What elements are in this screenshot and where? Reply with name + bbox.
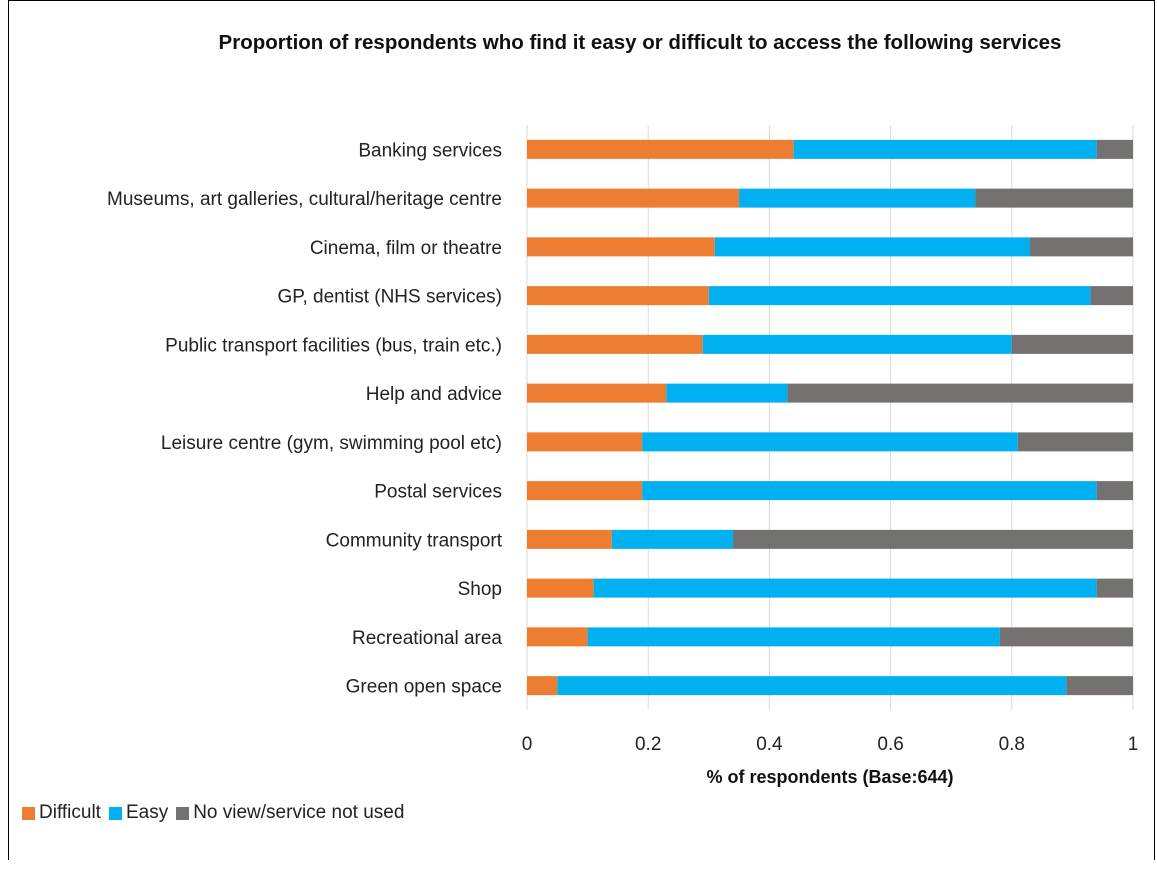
legend-item-easy: Easy — [108, 802, 169, 824]
legend-swatch-difficult — [22, 806, 35, 820]
chart-frame — [8, 0, 1155, 860]
category-label: Leisure centre (gym, swimming pool etc) — [161, 433, 502, 454]
bar-easy — [702, 334, 1012, 354]
bar-no-view — [1090, 286, 1133, 306]
legend-label-no-view: No view/service not used — [193, 802, 405, 823]
bar-difficult — [527, 676, 558, 696]
bar-difficult — [527, 432, 643, 452]
category-label: Public transport facilities (bus, train … — [165, 335, 502, 356]
x-tick-label: 0.8 — [999, 734, 1025, 755]
bar-no-view — [1066, 676, 1133, 696]
chart-title: Proportion of respondents who find it ea… — [218, 31, 1062, 54]
bar-no-view — [1096, 578, 1133, 598]
legend-label-difficult: Difficult — [39, 802, 101, 823]
bar-easy — [593, 578, 1097, 598]
bar-easy — [587, 627, 1000, 647]
bar-difficult — [527, 188, 740, 208]
bar-easy — [666, 383, 788, 403]
bar-no-view — [1017, 432, 1133, 452]
bar-no-view — [1096, 139, 1133, 159]
bar-no-view — [787, 383, 1133, 403]
bar-easy — [739, 188, 976, 208]
x-tick-label: 1 — [1128, 734, 1139, 755]
legend-label-easy: Easy — [125, 802, 169, 823]
legend: Difficult Easy No view/service not used — [22, 802, 412, 824]
bar-no-view — [1096, 481, 1133, 501]
bar-difficult — [527, 139, 794, 159]
x-axis-label: % of respondents (Base:644) — [706, 767, 954, 787]
bar-easy — [642, 481, 1097, 501]
bar-difficult — [527, 578, 594, 598]
bar-difficult — [527, 286, 709, 306]
x-tick-label: 0.4 — [756, 734, 783, 755]
category-label: Green open space — [346, 677, 502, 698]
bar-easy — [611, 529, 734, 549]
legend-item-no-view: No view/service not used — [176, 802, 404, 824]
bar-no-view — [733, 529, 1133, 549]
category-label: Community transport — [326, 530, 503, 551]
bar-easy — [793, 139, 1097, 159]
bar-easy — [557, 676, 1067, 696]
bar-difficult — [527, 529, 612, 549]
category-label: Recreational area — [352, 628, 502, 649]
category-label: GP, dentist (NHS services) — [277, 287, 502, 308]
bar-no-view — [1011, 334, 1133, 354]
category-label: Museums, art galleries, cultural/heritag… — [107, 189, 502, 210]
bar-difficult — [527, 627, 588, 647]
x-tick-label: 0.2 — [635, 734, 661, 755]
legend-swatch-easy — [108, 806, 122, 820]
x-tick-label: 0 — [522, 734, 533, 755]
bar-no-view — [1029, 237, 1133, 257]
category-label: Shop — [458, 579, 502, 600]
category-label: Cinema, film or theatre — [310, 238, 502, 259]
legend-swatch-no-view — [176, 806, 190, 820]
category-label: Help and advice — [366, 384, 502, 405]
bar-difficult — [527, 237, 715, 257]
bar-difficult — [527, 383, 667, 403]
bar-difficult — [527, 481, 643, 501]
bar-easy — [714, 237, 1030, 257]
legend-item-difficult: Difficult — [22, 802, 101, 824]
bar-difficult — [527, 334, 703, 354]
bar-no-view — [975, 188, 1133, 208]
x-tick-label: 0.6 — [877, 734, 903, 755]
bar-easy — [642, 432, 1018, 452]
category-label: Postal services — [374, 482, 502, 503]
bar-no-view — [999, 627, 1133, 647]
category-label: Banking services — [358, 140, 502, 161]
bar-easy — [708, 286, 1091, 306]
